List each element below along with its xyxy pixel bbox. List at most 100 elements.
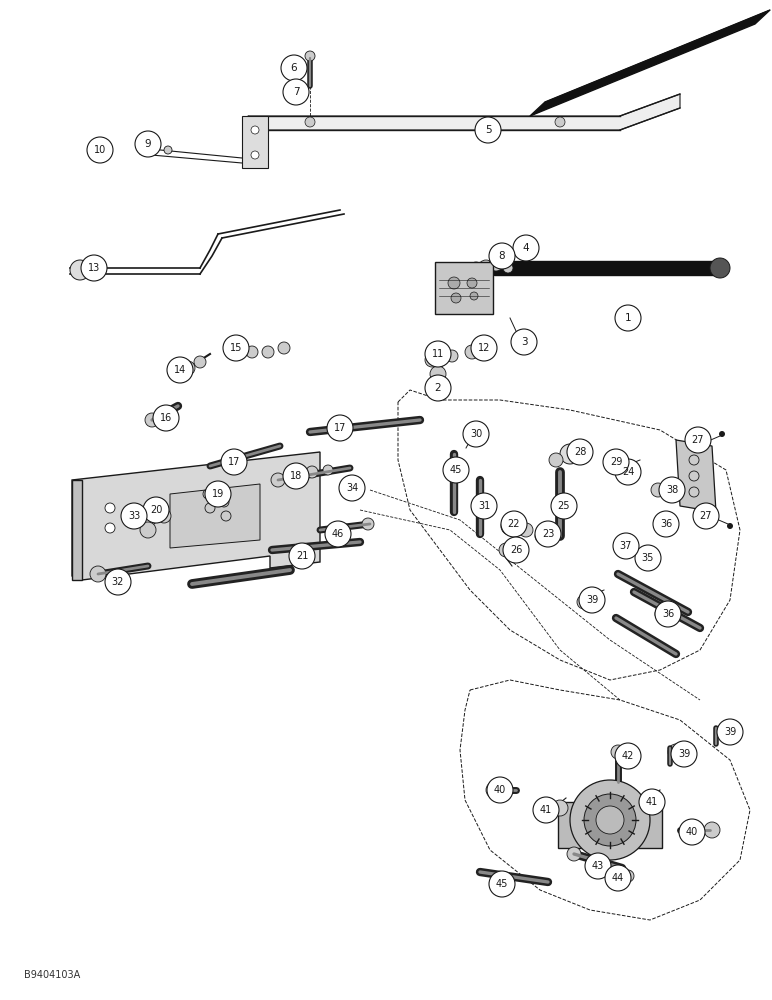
Text: 29: 29 (610, 457, 622, 467)
Circle shape (325, 521, 351, 547)
Circle shape (221, 511, 231, 521)
Text: 36: 36 (662, 609, 674, 619)
Circle shape (470, 262, 482, 274)
Text: 31: 31 (478, 501, 490, 511)
Circle shape (635, 545, 661, 571)
Circle shape (471, 493, 497, 519)
Circle shape (143, 145, 153, 155)
Circle shape (203, 489, 213, 499)
Text: 22: 22 (508, 519, 520, 529)
Circle shape (501, 517, 519, 535)
Circle shape (305, 51, 315, 61)
Text: 14: 14 (174, 365, 186, 375)
Text: 17: 17 (334, 423, 346, 433)
Circle shape (327, 415, 353, 441)
Circle shape (283, 463, 309, 489)
Polygon shape (494, 261, 720, 275)
Circle shape (605, 457, 619, 471)
Text: 33: 33 (128, 511, 141, 521)
Text: 2: 2 (435, 383, 442, 393)
Circle shape (219, 497, 229, 507)
Circle shape (501, 511, 527, 537)
Text: 16: 16 (160, 413, 172, 423)
Circle shape (487, 777, 513, 803)
Circle shape (549, 453, 563, 467)
Circle shape (471, 335, 497, 361)
Text: 32: 32 (112, 577, 124, 587)
Text: 46: 46 (332, 529, 344, 539)
Circle shape (465, 345, 479, 359)
Circle shape (653, 511, 679, 537)
Text: B9404103A: B9404103A (24, 970, 80, 980)
Text: 4: 4 (523, 243, 530, 253)
Circle shape (567, 847, 581, 861)
Circle shape (443, 457, 469, 483)
Circle shape (717, 719, 743, 745)
Circle shape (339, 475, 365, 501)
Text: 41: 41 (646, 797, 658, 807)
Circle shape (157, 509, 171, 523)
Text: 40: 40 (686, 827, 698, 837)
Text: 20: 20 (150, 505, 162, 515)
Circle shape (499, 543, 513, 557)
Circle shape (278, 342, 290, 354)
Circle shape (143, 497, 169, 523)
Circle shape (164, 146, 172, 154)
Circle shape (579, 587, 605, 613)
Text: 39: 39 (678, 749, 690, 759)
Text: 35: 35 (642, 553, 654, 563)
Circle shape (465, 431, 475, 441)
Circle shape (87, 137, 113, 163)
Circle shape (704, 822, 720, 838)
Text: 38: 38 (666, 485, 678, 495)
Circle shape (289, 543, 315, 569)
Text: 28: 28 (574, 447, 586, 457)
Text: 13: 13 (88, 263, 100, 273)
Text: 7: 7 (293, 87, 300, 97)
Circle shape (430, 366, 446, 382)
Circle shape (560, 444, 580, 464)
Circle shape (105, 503, 115, 513)
Circle shape (489, 871, 515, 897)
Text: 27: 27 (692, 435, 704, 445)
Circle shape (535, 529, 549, 543)
Circle shape (205, 481, 231, 507)
Circle shape (605, 865, 631, 891)
Circle shape (567, 439, 593, 465)
Circle shape (716, 724, 732, 740)
Polygon shape (72, 452, 320, 580)
Circle shape (167, 357, 193, 383)
Circle shape (283, 79, 309, 105)
Circle shape (611, 745, 625, 759)
Circle shape (655, 517, 669, 531)
Circle shape (425, 375, 451, 401)
Circle shape (486, 782, 502, 798)
Circle shape (639, 789, 665, 815)
Circle shape (675, 749, 685, 759)
Text: 9: 9 (144, 139, 151, 149)
Text: 40: 40 (494, 785, 506, 795)
Circle shape (205, 503, 215, 513)
Text: 45: 45 (450, 465, 462, 475)
Circle shape (289, 470, 301, 482)
Circle shape (551, 493, 577, 519)
Circle shape (463, 421, 489, 447)
Circle shape (685, 427, 711, 453)
Text: 8: 8 (499, 251, 506, 261)
Text: 10: 10 (94, 145, 106, 155)
Circle shape (555, 117, 565, 127)
Circle shape (281, 55, 307, 81)
Text: 25: 25 (557, 501, 571, 511)
Circle shape (513, 235, 539, 261)
Polygon shape (558, 802, 662, 848)
Circle shape (323, 465, 333, 475)
Circle shape (615, 743, 641, 769)
Circle shape (246, 346, 258, 358)
Circle shape (640, 792, 656, 808)
Circle shape (482, 342, 494, 354)
Text: 24: 24 (621, 467, 634, 477)
Text: 39: 39 (724, 727, 736, 737)
Circle shape (478, 260, 494, 276)
Text: 39: 39 (586, 595, 598, 605)
Circle shape (140, 522, 156, 538)
